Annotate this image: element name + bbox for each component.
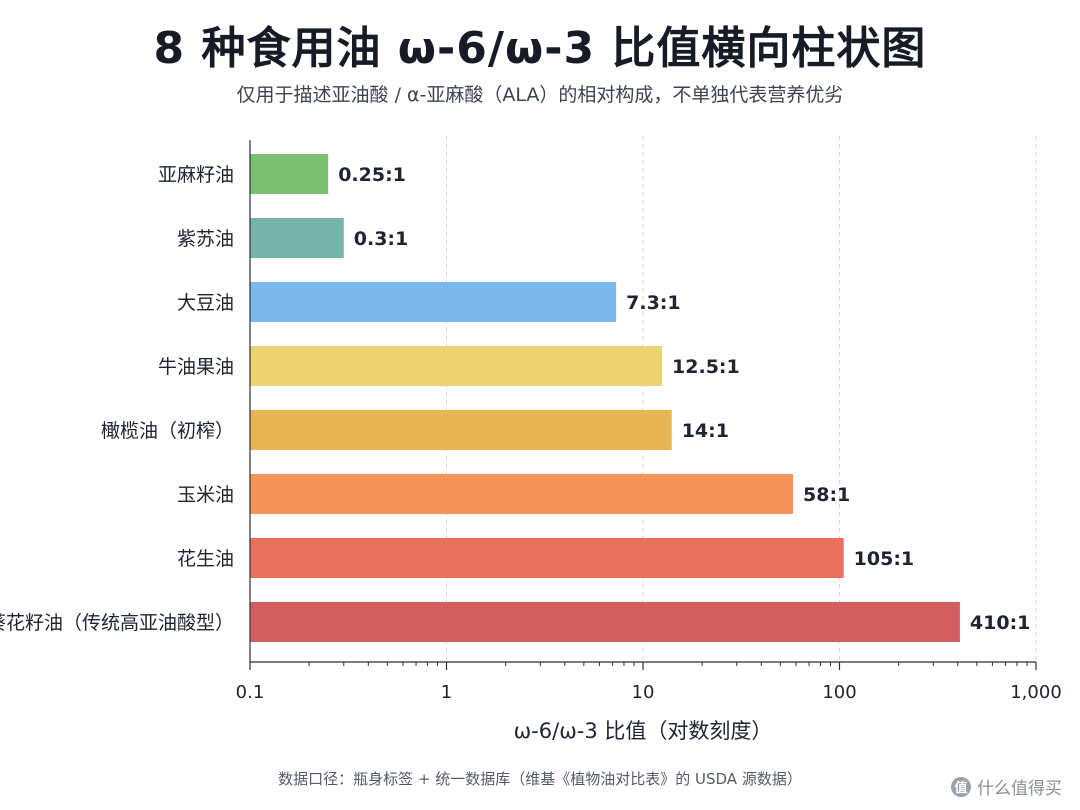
x-tick-label: 0.1 xyxy=(236,682,265,703)
category-label: 花生油 xyxy=(177,548,234,570)
watermark-text: 什么值得买 xyxy=(977,779,1062,799)
bar xyxy=(250,282,617,322)
grid-lines xyxy=(446,136,1037,662)
bar xyxy=(250,218,344,258)
value-labels: 0.25:1 0.3:1 7.3:1 12.5:1 14:1 58:1 105:1 410:1 xyxy=(338,164,1030,634)
value-label: 58:1 xyxy=(803,484,850,506)
value-label: 7.3:1 xyxy=(626,292,680,314)
category-label: 亚麻籽油 xyxy=(158,164,234,186)
bar xyxy=(250,602,960,642)
bar xyxy=(250,154,329,194)
x-tick-label: 100 xyxy=(822,682,856,703)
chart-subtitle: 仅用于描述亚油酸 / α-亚麻酸（ALA）的相对构成，不单独代表营养优劣 xyxy=(236,84,844,106)
watermark-logo-icon: 值 xyxy=(951,776,971,797)
value-label: 105:1 xyxy=(854,548,914,570)
value-label: 0.25:1 xyxy=(338,164,406,186)
category-label: 橄榄油（初榨） xyxy=(101,420,234,442)
bars xyxy=(250,154,960,642)
x-axis-label: ω-6/ω-3 比值（对数刻度） xyxy=(514,719,773,743)
value-label: 0.3:1 xyxy=(354,228,408,250)
category-label: 大豆油 xyxy=(177,292,234,314)
bar xyxy=(250,346,663,386)
value-label: 12.5:1 xyxy=(672,356,740,378)
bar xyxy=(250,474,794,514)
x-tick-label: 1,000 xyxy=(1010,682,1062,703)
source-note: 数据口径：瓶身标签 + 统一数据库（维基《植物油对比表》的 USDA 源数据） xyxy=(278,770,802,788)
bar xyxy=(250,410,672,450)
value-label: 410:1 xyxy=(970,612,1030,634)
category-label: 紫苏油 xyxy=(177,228,234,250)
category-label: 牛油果油 xyxy=(158,356,234,378)
chart-title: 8 种食用油 ω-6/ω-3 比值横向柱状图 xyxy=(153,23,927,74)
value-label: 14:1 xyxy=(682,420,729,442)
x-tick-label: 10 xyxy=(632,682,655,703)
bar xyxy=(250,538,844,578)
category-label: 葵花籽油（传统高亚油酸型） xyxy=(0,612,234,634)
x-axis: 0.1 1 10 100 1,000 xyxy=(236,140,1062,703)
x-tick-label: 1 xyxy=(441,682,452,703)
watermark: 值 什么值得买 xyxy=(951,774,1062,799)
category-label: 玉米油 xyxy=(177,484,234,506)
